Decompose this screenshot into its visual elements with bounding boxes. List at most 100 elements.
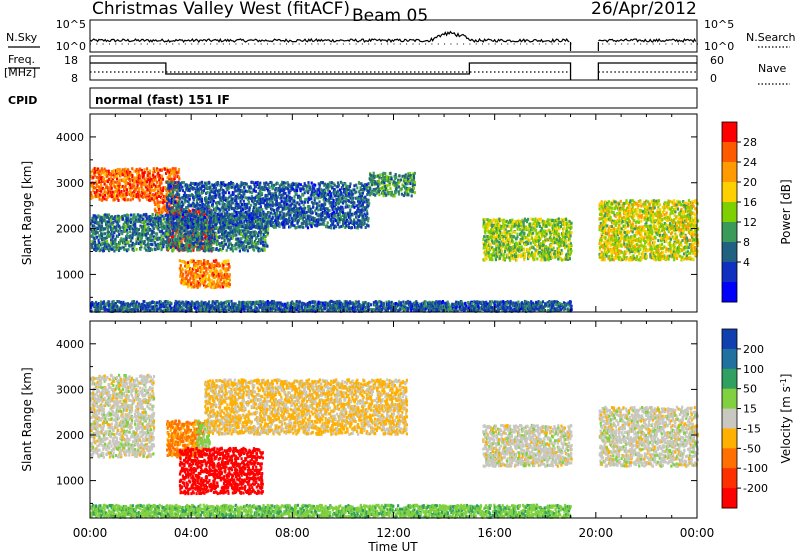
power-echo-cell — [225, 208, 227, 211]
power-echo-cell — [184, 265, 186, 268]
frequency-line — [90, 63, 697, 80]
power-echo-cell — [179, 225, 181, 228]
power-echo-cell — [168, 181, 170, 184]
power-echo-cell — [175, 246, 177, 249]
power-echo-cell — [228, 226, 230, 229]
power-echo-cell — [115, 238, 117, 241]
power-echo-cell — [174, 181, 176, 184]
power-echo-cell — [119, 242, 121, 245]
power-echo-cell — [143, 174, 145, 177]
power-echo-cell — [204, 226, 206, 229]
power-echo-cell — [298, 203, 300, 206]
power-echo-cell — [162, 245, 164, 248]
power-echo-cell — [127, 248, 129, 251]
power-echo-cell — [161, 193, 163, 196]
power-echo-cell — [183, 194, 185, 197]
power-echo-cell — [145, 214, 147, 217]
power-echo-cell — [184, 213, 186, 216]
power-echo-cell — [338, 184, 340, 187]
power-echo-cell — [260, 231, 262, 234]
power-echo-cell — [149, 170, 151, 173]
power-echo-cell — [108, 213, 110, 216]
power-echo-cell — [229, 266, 231, 269]
power-echo-cell — [239, 250, 241, 253]
power-echo-cell — [346, 191, 348, 194]
power-echo-cell — [129, 183, 131, 186]
power-echo-cell — [233, 192, 235, 195]
power-echo-cell — [193, 220, 195, 223]
power-echo-cell — [225, 263, 227, 266]
power-echo-cell — [254, 216, 256, 219]
power-echo-cell — [183, 249, 185, 252]
power-echo-cell — [276, 199, 278, 202]
power-echo-cell — [231, 214, 233, 217]
station-title: Christmas Valley West (fitACF) — [92, 0, 350, 19]
power-echo-cell — [174, 235, 176, 238]
power-echo-cell — [119, 182, 121, 185]
power-echo-cell — [176, 226, 178, 229]
power-echo-cell — [217, 182, 219, 185]
power-echo-cell — [208, 182, 210, 185]
power-echo-cell — [333, 199, 335, 202]
power-echo-cell — [303, 204, 305, 207]
power-echo-cell — [146, 198, 148, 201]
power-echo-cell — [152, 213, 154, 216]
power-echo-cell — [243, 244, 245, 247]
power-echo-cell — [96, 248, 98, 251]
power-echo-cell — [306, 211, 308, 214]
power-echo-cell — [132, 197, 134, 200]
power-echo-cell — [131, 174, 133, 177]
power-echo-cell — [147, 188, 149, 191]
power-echo-cell — [353, 206, 355, 209]
power-echo-cell — [266, 245, 268, 248]
power-echo-cell — [130, 198, 132, 201]
power-echo-cell — [219, 235, 221, 238]
power-echo-cell — [204, 219, 206, 222]
nsky-label: N.Sky — [6, 31, 38, 44]
power-echo-cell — [187, 226, 189, 229]
power-echo-cell — [312, 211, 314, 214]
power-echo-cell — [339, 197, 341, 200]
power-echo-cell — [253, 249, 255, 252]
power-echo-cell — [213, 200, 215, 203]
power-echo-cell — [288, 217, 290, 220]
power-echo-cell — [186, 277, 188, 280]
freq-tick-bottom: 8 — [71, 72, 78, 85]
power-echo-cell — [143, 168, 145, 171]
power-echo-cell — [257, 234, 259, 237]
power-echo-cell — [157, 169, 159, 172]
power-echo-cell — [203, 259, 205, 262]
power-echo-cell — [259, 223, 261, 226]
power-echo-cell — [107, 228, 109, 231]
power-echo-cell — [215, 226, 217, 229]
power-echo-cell — [175, 167, 177, 170]
power-echo-cell — [167, 214, 169, 217]
beam-label: Beam 05 — [352, 6, 428, 26]
power-echo-cell — [134, 222, 136, 225]
power-echo-cell — [167, 244, 169, 247]
power-echo-cell — [267, 228, 269, 231]
power-echo-region — [166, 181, 370, 230]
power-echo-cell — [162, 189, 164, 192]
power-echo-cell — [178, 168, 180, 171]
power-echo-cell — [172, 181, 174, 184]
power-echo-cell — [182, 268, 184, 271]
power-echo-cell — [97, 231, 99, 234]
power-echo-cell — [191, 226, 193, 229]
power-echo-cell — [329, 181, 331, 184]
power-echo-cell — [108, 170, 110, 173]
power-echo-cell — [169, 169, 171, 172]
power-echo-cell — [349, 209, 351, 212]
power-echo-cell — [273, 209, 275, 212]
power-echo-cell — [180, 264, 182, 267]
power-echo-cell — [215, 187, 217, 190]
power-echo-cell — [235, 234, 237, 237]
power-echo-cell — [315, 196, 317, 199]
power-echo-cell — [273, 184, 275, 187]
power-echo-cell — [263, 233, 265, 236]
power-echo-cell — [267, 232, 269, 235]
power-echo-cell — [324, 183, 326, 186]
power-echo-cell — [179, 259, 181, 262]
